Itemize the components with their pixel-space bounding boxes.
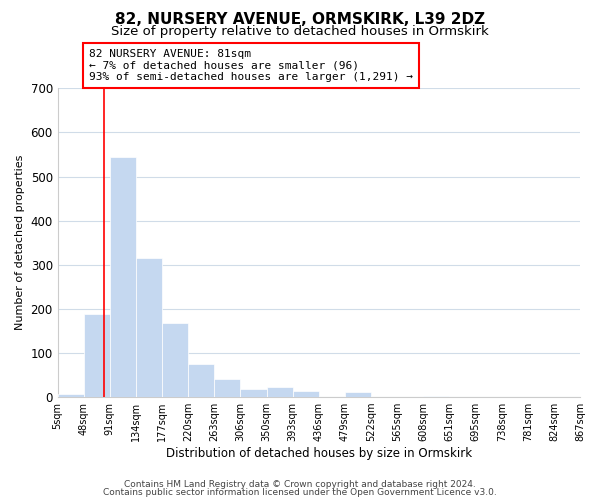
Bar bbox=[423, 396, 449, 397]
Y-axis label: Number of detached properties: Number of detached properties bbox=[15, 155, 25, 330]
Text: 82, NURSERY AVENUE, ORMSKIRK, L39 2DZ: 82, NURSERY AVENUE, ORMSKIRK, L39 2DZ bbox=[115, 12, 485, 28]
Bar bbox=[267, 388, 293, 397]
Bar bbox=[110, 157, 136, 397]
Bar bbox=[240, 389, 267, 397]
Bar bbox=[136, 258, 162, 397]
Text: Contains public sector information licensed under the Open Government Licence v3: Contains public sector information licen… bbox=[103, 488, 497, 497]
Bar bbox=[345, 392, 371, 397]
Bar bbox=[58, 394, 84, 397]
Bar bbox=[293, 391, 319, 397]
Bar bbox=[214, 378, 240, 397]
Text: Contains HM Land Registry data © Crown copyright and database right 2024.: Contains HM Land Registry data © Crown c… bbox=[124, 480, 476, 489]
Bar bbox=[188, 364, 214, 397]
Bar bbox=[84, 314, 110, 397]
Text: Size of property relative to detached houses in Ormskirk: Size of property relative to detached ho… bbox=[111, 25, 489, 38]
Text: 82 NURSERY AVENUE: 81sqm
← 7% of detached houses are smaller (96)
93% of semi-de: 82 NURSERY AVENUE: 81sqm ← 7% of detache… bbox=[89, 49, 413, 82]
Bar bbox=[162, 323, 188, 397]
X-axis label: Distribution of detached houses by size in Ormskirk: Distribution of detached houses by size … bbox=[166, 447, 472, 460]
